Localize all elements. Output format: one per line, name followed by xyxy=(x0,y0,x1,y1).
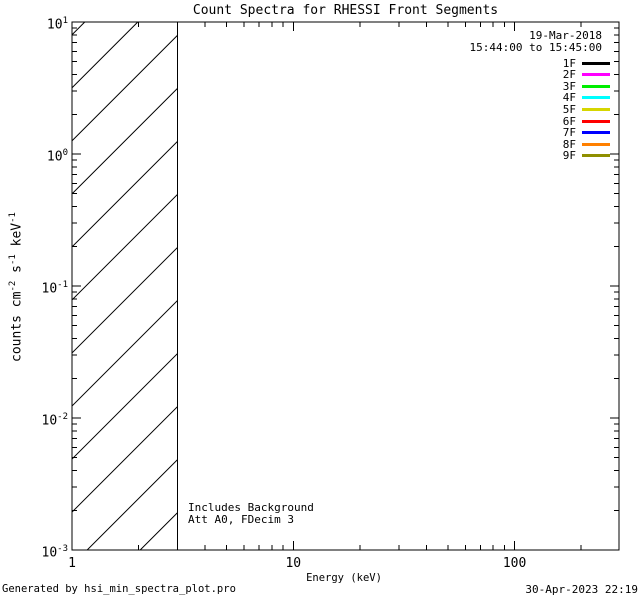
render-timestamp: 30-Apr-2023 22:19 xyxy=(525,583,638,596)
legend-series-label: 8F xyxy=(562,137,576,151)
legend-series-label: 6F xyxy=(562,114,576,128)
x-tick-label: 100 xyxy=(502,556,527,571)
x-tick-label: 1 xyxy=(68,556,76,571)
legend-color-swatch xyxy=(582,131,610,135)
legend-series-label: 1F xyxy=(562,56,576,70)
legend-color-swatch xyxy=(582,142,610,146)
legend-color-swatch xyxy=(582,119,610,123)
axis-ticks xyxy=(71,21,619,551)
legend-color-swatch xyxy=(582,61,610,65)
legend-series-label: 7F xyxy=(562,126,576,140)
y-tick-label: 101 xyxy=(46,16,68,33)
legend-color-swatch xyxy=(582,84,610,88)
observation-datetime: 19-Mar-2018 15:44:00 to 15:45:00 xyxy=(470,30,602,54)
legend-row: 7F xyxy=(563,127,610,138)
legend-row: 9F xyxy=(563,150,610,161)
y-tick-label: 10-2 xyxy=(41,412,69,429)
legend-color-swatch xyxy=(582,96,610,100)
generated-by-text: Generated by hsi_min_spectra_plot.pro xyxy=(2,583,236,595)
y-tick-label: 10-1 xyxy=(41,280,69,297)
legend-series-label: 5F xyxy=(562,102,576,116)
legend-row: 5F xyxy=(563,104,610,115)
y-tick-label: 100 xyxy=(46,148,68,165)
x-tick-label: 10 xyxy=(285,556,302,571)
annotation-includes-background: Includes Background xyxy=(188,501,314,514)
legend-series-label: 3F xyxy=(562,79,576,93)
legend-row: 2F xyxy=(563,69,610,80)
hatched-low-energy-band xyxy=(72,22,178,550)
y-tick-label: 10-3 xyxy=(41,544,69,561)
legend-color-swatch xyxy=(582,107,610,111)
legend-series-label: 4F xyxy=(562,91,576,105)
legend-row: 8F xyxy=(563,139,610,150)
plot-annotations: Includes Background Att A0, FDecim 3 xyxy=(188,502,314,526)
legend-row: 4F xyxy=(563,92,610,103)
x-axis-label: Energy (keV) xyxy=(306,572,382,584)
legend-color-swatch xyxy=(582,154,610,158)
legend-row: 1F xyxy=(563,58,610,69)
observation-date: 19-Mar-2018 xyxy=(529,29,602,42)
observation-time-range: 15:44:00 to 15:45:00 xyxy=(469,41,602,54)
annotation-attenuator-state: Att A0, FDecim 3 xyxy=(188,513,294,526)
legend-row: 3F xyxy=(563,81,610,92)
legend-color-swatch xyxy=(582,73,610,77)
legend-series-label: 9F xyxy=(562,149,576,163)
y-axis-label: counts cm-2 s-1 keV-1 xyxy=(8,212,25,362)
legend-series-label: 2F xyxy=(562,68,576,82)
legend-row: 6F xyxy=(563,116,610,127)
chart-title: Count Spectra for RHESSI Front Segments xyxy=(192,3,499,18)
